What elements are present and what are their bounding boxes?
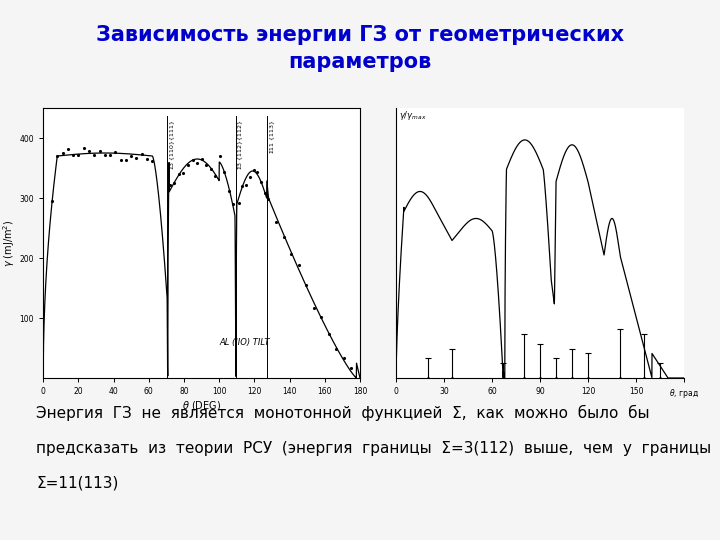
Y-axis label: $\gamma$ (mJ/m$^2$): $\gamma$ (mJ/m$^2$): [1, 219, 17, 267]
Text: $\Sigma$3 {112}{112}: $\Sigma$3 {112}{112}: [237, 119, 246, 170]
Text: параметров: параметров: [289, 52, 431, 72]
Text: Энергия  ГЗ  не  является  монотонной  функцией  Σ,  как  можно  было  бы: Энергия ГЗ не является монотонной функци…: [36, 405, 649, 421]
Text: Σ=11(113): Σ=11(113): [36, 476, 118, 491]
Text: AL (IIO) TILT: AL (IIO) TILT: [219, 338, 270, 347]
X-axis label: $\theta$ (DEG): $\theta$ (DEG): [182, 399, 221, 412]
Text: $\Sigma$3 {110}{111}: $\Sigma$3 {110}{111}: [168, 119, 176, 170]
Text: Зависимость энергии ГЗ от геометрических: Зависимость энергии ГЗ от геометрических: [96, 25, 624, 45]
Text: $\gamma/\gamma_{max}$: $\gamma/\gamma_{max}$: [399, 109, 427, 122]
Text: $\Sigma$11 {113}: $\Sigma$11 {113}: [269, 119, 277, 154]
Text: предсказать  из  теории  РСУ  (энергия  границы  Σ=3(112)  выше,  чем  у  границ: предсказать из теории РСУ (энергия грани…: [36, 441, 711, 456]
